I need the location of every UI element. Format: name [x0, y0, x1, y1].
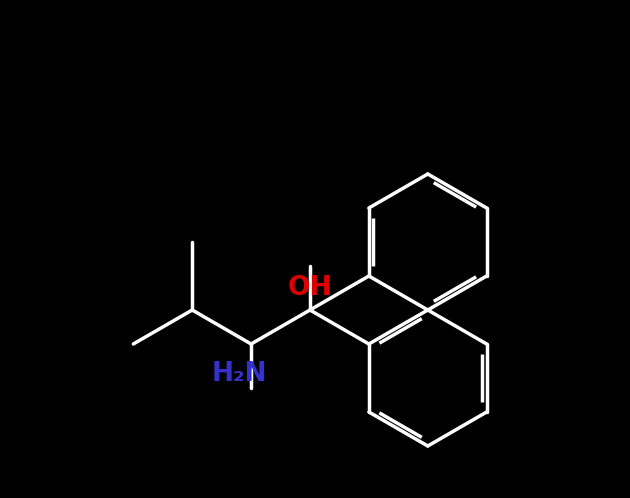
Text: OH: OH — [288, 275, 332, 301]
Text: H₂N: H₂N — [211, 361, 267, 387]
